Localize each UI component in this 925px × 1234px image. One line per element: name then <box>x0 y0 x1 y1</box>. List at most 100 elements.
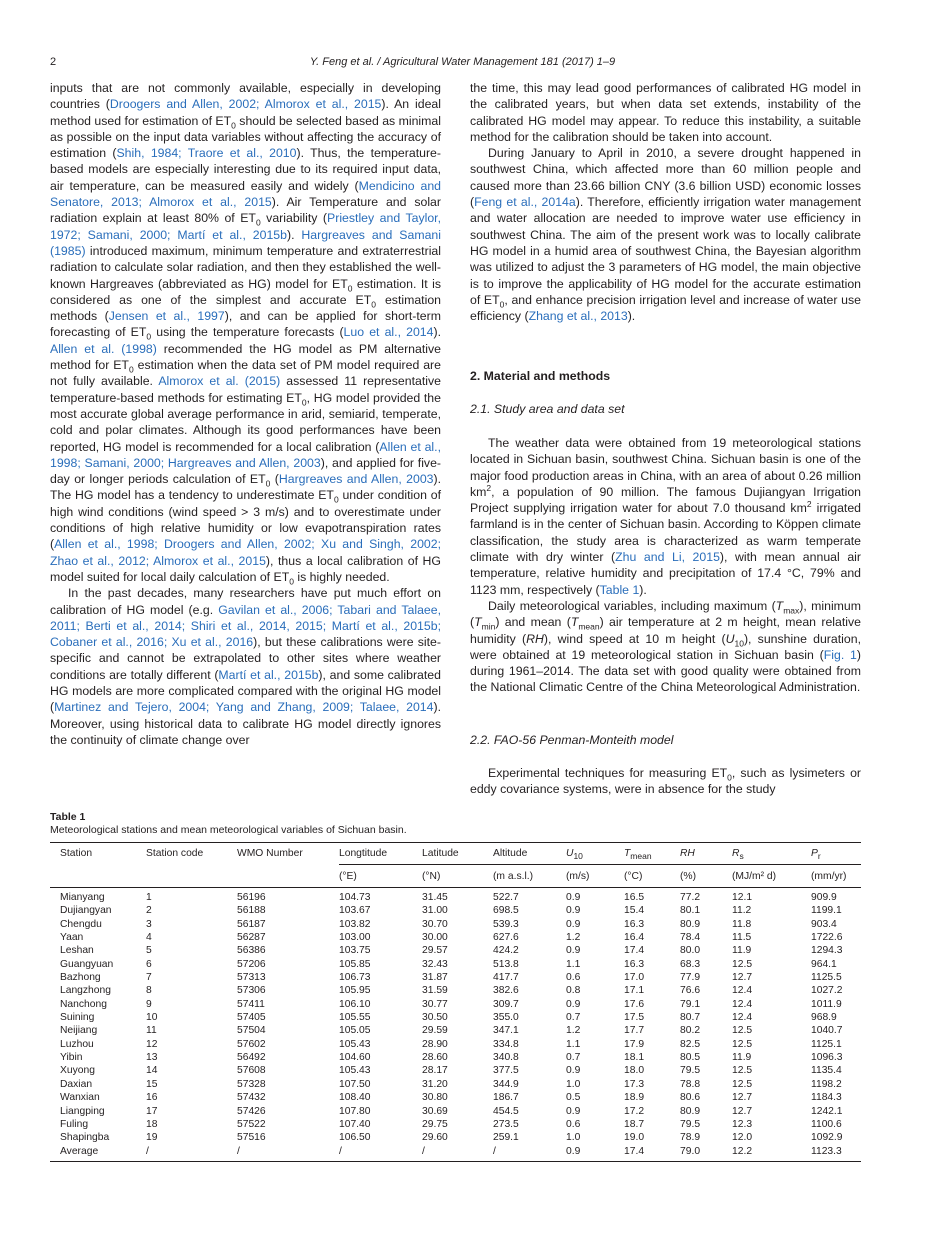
citation-link[interactable]: Feng et al., 2014a <box>474 195 576 210</box>
table-cell: / <box>237 1145 240 1157</box>
table-cell: 57313 <box>237 972 266 984</box>
table-cell: 12.4 <box>732 985 753 997</box>
table-row: Luzhou 12 57602 105.43 28.90 334.8 1.1 17.9 82.5… <box>50 1038 861 1051</box>
table-cell: 0.9 <box>566 892 581 903</box>
table-cell: Suining <box>60 1012 95 1024</box>
table-cell: 12.4 <box>732 1012 753 1024</box>
text-run: estimation methods ( <box>50 292 441 324</box>
citation-link[interactable]: Mendicino and Senatore, 2013; Almorox et… <box>50 178 442 210</box>
table-cell: 106.50 <box>339 1132 371 1144</box>
table-cell: 30.70 <box>422 918 448 930</box>
citation-link[interactable]: Martí et al., 2015b <box>218 667 319 682</box>
table-cell: / <box>146 1145 149 1157</box>
table-cell: 698.5 <box>493 905 519 917</box>
citation-link[interactable]: Allen et al., 1998; Droogers and Allen, … <box>50 537 441 568</box>
table-cell: 1184.3 <box>811 1092 842 1104</box>
unit-header: (°C) <box>624 864 680 888</box>
subscript: 0 <box>301 397 307 408</box>
table-cell: 12.5 <box>732 1025 753 1037</box>
citation-link[interactable]: Martinez and Tejero, 2004; Yang and Zhan… <box>54 700 434 715</box>
text-run: using the temperature forecasts ( <box>151 325 344 340</box>
text-run: irrigated farmland is in the center of S… <box>470 501 862 565</box>
table-cell: / <box>339 1145 342 1157</box>
table-row: Mianyang 1 56196 104.73 31.45 522.7 0.9 16.5 77.… <box>50 888 861 905</box>
table-cell: 17.4 <box>624 945 645 957</box>
citation-link[interactable]: Zhu and Li, 2015 <box>615 550 720 565</box>
table-cell: 1100.6 <box>811 1118 842 1130</box>
citation-link[interactable]: Droogers and Allen, 2002; Almorox et al.… <box>109 97 382 112</box>
table-cell: 7 <box>146 972 152 984</box>
table-row: Guangyuan 6 57206 105.85 32.43 513.8 1.1 16.3 68… <box>50 958 861 971</box>
table-cell: 16 <box>146 1092 158 1104</box>
table-cell: 104.73 <box>339 892 371 903</box>
table-cell: 309.7 <box>493 998 519 1010</box>
table-row: Chengdu 3 56187 103.82 30.70 539.3 0.9 16.3 80.9… <box>50 918 861 931</box>
table-cell: 80.6 <box>680 1092 701 1104</box>
table-cell: 13 <box>146 1052 158 1064</box>
italic-symbol: RH <box>680 848 695 859</box>
table-cell: 1198.2 <box>811 1078 842 1090</box>
table-cell: 968.9 <box>811 1012 837 1024</box>
text-run: During January to April in 2010, a sever… <box>470 146 861 210</box>
table-cell: 12.5 <box>732 958 753 970</box>
table-cell: 57206 <box>237 958 266 970</box>
text-run: ), and some calibrated HG models are mor… <box>50 667 441 715</box>
table-cell: 79.1 <box>680 998 701 1010</box>
citation-link[interactable]: Table 1 <box>599 582 640 597</box>
table-cell: 105.95 <box>339 985 371 997</box>
citation-link[interactable]: Hargreaves and Allen, 2003 <box>278 472 434 487</box>
table-cell: Liangping <box>60 1105 105 1117</box>
table-cell: 79.5 <box>680 1065 701 1077</box>
table-cell: 106.73 <box>339 972 371 984</box>
unit-header: (m a.s.l.) <box>493 864 566 888</box>
citation-link[interactable]: Zhang et al., 2013 <box>528 309 628 324</box>
table-row: Leshan 5 56386 103.75 29.57 424.2 0.9 17.4 80.0 1… <box>50 944 861 957</box>
subsection-heading: 2.2. FAO-56 Penman-Monteith model <box>470 733 674 747</box>
unit-header: (°E) <box>339 864 422 888</box>
table-cell: 12.5 <box>732 1038 753 1050</box>
citation-link[interactable]: Luo et al., 2014 <box>343 325 434 340</box>
table-cell: 0.7 <box>566 1012 581 1024</box>
citation-link[interactable]: Jensen et al., 1997 <box>108 309 225 324</box>
citation-link[interactable]: Shih, 1984; Traore et al., 2010 <box>116 146 297 161</box>
table-cell: 0.5 <box>566 1092 581 1104</box>
table-row: Wanxian 16 57432 108.40 30.80 186.7 0.5 18.9 80.… <box>50 1091 861 1104</box>
italic-symbol: T <box>624 848 631 859</box>
text-run: recommended the HG model as PM alternati… <box>50 341 442 373</box>
citation-link[interactable]: Allen et al. (1998) <box>50 341 157 356</box>
table-row: Suining 10 57405 105.55 30.50 355.0 0.7 17.5 80.… <box>50 1011 861 1024</box>
table-cell: 18.1 <box>624 1052 645 1064</box>
table-cell: 79.0 <box>680 1145 701 1157</box>
citation-link[interactable]: Fig. 1 <box>823 647 857 662</box>
table-cell: 1.2 <box>566 932 581 944</box>
table-cell: 377.5 <box>493 1065 519 1077</box>
citation-link[interactable]: Allen et al., 1998; Samani, 2000; Hargre… <box>50 439 441 470</box>
text-run: ). <box>627 309 636 324</box>
right-column-intro: the time, this may lead good performance… <box>470 80 861 324</box>
table-cell: 4 <box>146 932 152 944</box>
column-header: Rs <box>732 843 811 865</box>
table-cell: 105.43 <box>339 1038 371 1050</box>
column-header: Station <box>50 843 146 865</box>
text-run: The weather data were obtained from 19 m… <box>470 436 861 499</box>
citation-link[interactable]: Hargreaves and Samani (1985) <box>50 227 441 258</box>
table-cell: 57608 <box>237 1065 266 1077</box>
table-cell: 10 <box>146 1012 158 1024</box>
table-cell: 17.4 <box>624 1145 645 1157</box>
table-cell: 12 <box>146 1038 158 1050</box>
table-cell: Dujiangyan <box>60 905 112 917</box>
table-cell: 104.60 <box>339 1052 371 1064</box>
citation-link[interactable]: Gavilan et al., 2006; Tabari and Talaee,… <box>50 602 441 650</box>
penman-monteith-text: Experimental techniques for measuring ET… <box>470 765 861 798</box>
table-cell: 30.00 <box>422 932 448 944</box>
table-row: Fuling 18 57522 107.40 29.75 273.5 0.6 18.7 79.5… <box>50 1118 861 1131</box>
table-cell: 77.9 <box>680 972 701 984</box>
citation-link[interactable]: Almorox et al. (2015) <box>158 374 281 389</box>
table-cell: 16.4 <box>624 932 645 944</box>
italic-symbol: U <box>725 631 735 646</box>
citation-link[interactable]: Priestley and Taylor, 1972; Samani, 2000… <box>50 211 441 242</box>
table-cell: 57432 <box>237 1092 266 1104</box>
table-cell: 108.40 <box>339 1092 371 1104</box>
table-cell: 80.2 <box>680 1025 701 1037</box>
table-cell: 12.7 <box>732 1105 753 1117</box>
